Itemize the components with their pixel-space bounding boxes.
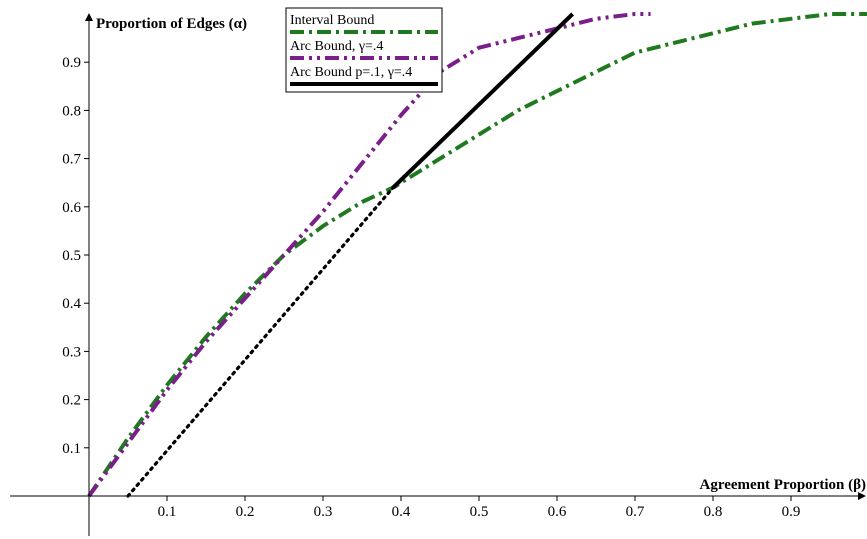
y-tick-label-2: 0.3 [62,344,81,360]
y-tick-label-0: 0.1 [62,441,81,457]
legend: Interval Bound Arc Bound, γ=.4 Arc Bound p… [285,7,443,93]
series-line-0 [87,12,867,498]
x-tick-label-2: 0.3 [314,504,333,520]
x-tick-label-4: 0.5 [470,504,489,520]
y-tick-label-6: 0.7 [62,152,81,168]
x-tick-label-1: 0.2 [236,504,255,520]
x-axis-title: Agreement Proportion (β) [700,477,866,493]
y-axis-arrow [85,13,93,21]
x-tick-label-8: 0.9 [782,504,801,520]
y-tick-label-4: 0.5 [62,248,81,264]
x-axis-arrow [858,492,866,500]
y-tick-label-3: 0.4 [62,296,81,312]
x-tick-label-7: 0.8 [704,504,723,520]
plot-lines [87,12,867,498]
legend-label-0: Interval Bound [290,13,374,28]
y-tick-label-5: 0.6 [62,200,81,216]
x-tick-label-6: 0.7 [626,504,645,520]
series-line-2 [391,12,574,189]
series-line-3 [126,185,395,498]
y-axis-title: Proportion of Edges (α) [96,16,247,32]
y-tick-label-1: 0.2 [62,393,81,409]
legend-box [285,7,443,93]
series-line-1 [87,12,651,498]
legend-label-2: Arc Bound p=.1, γ=.4 [290,65,412,80]
x-tick-label-0: 0.1 [158,504,177,520]
y-tick-label-8: 0.9 [62,55,81,71]
y-tick-label-7: 0.8 [62,103,81,119]
legend-label-1: Arc Bound, γ=.4 [290,39,383,54]
x-tick-label-5: 0.6 [548,504,567,520]
x-tick-label-3: 0.4 [392,504,411,520]
axes: 0.1 0.2 0.3 0.4 0.5 0.6 0.7 0.8 0.9 0.1 0.2 0.3 0.4 0… [10,13,866,536]
